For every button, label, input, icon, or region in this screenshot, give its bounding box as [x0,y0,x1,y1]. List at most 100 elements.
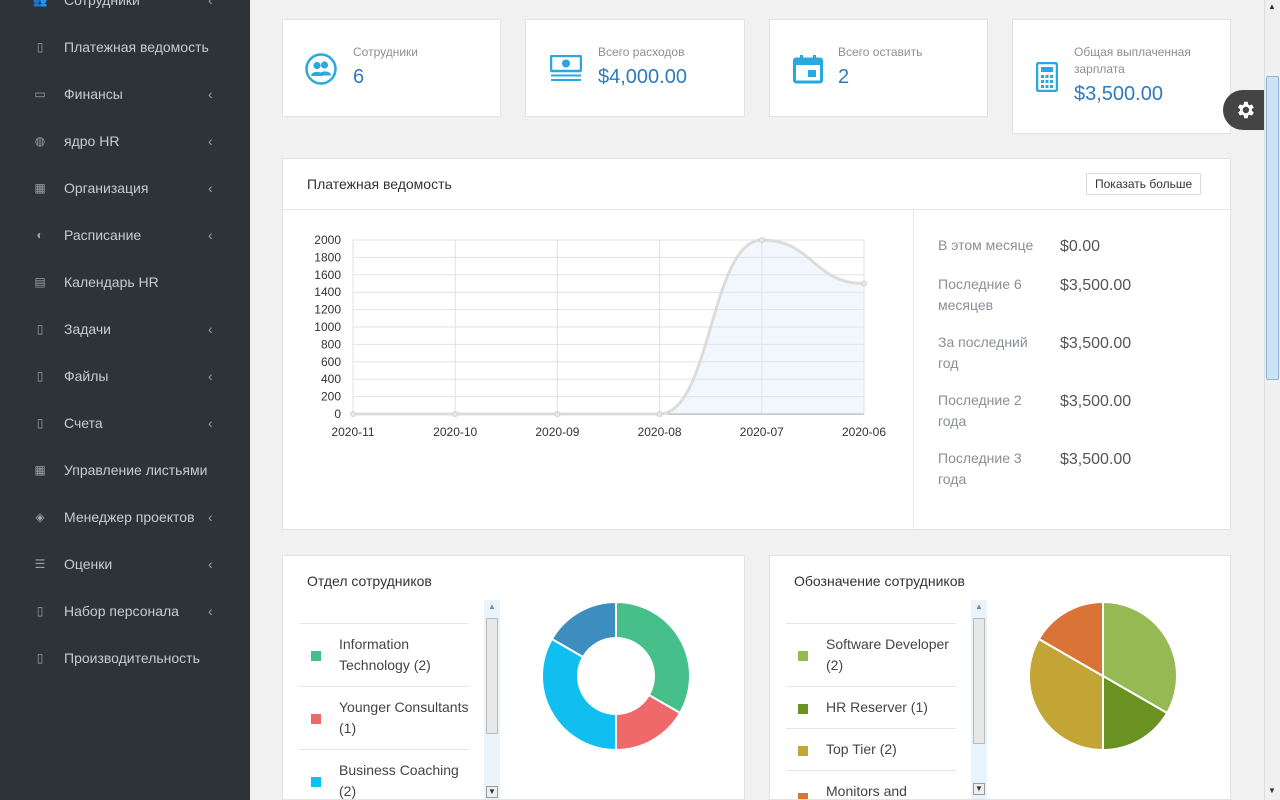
sidebar-item-label: Расписание [64,226,142,243]
data-point [350,411,356,417]
stat-card-leaves[interactable]: Всего оставить 2 [769,19,988,117]
pie-slice [1037,600,1104,678]
legend-swatch [798,746,808,756]
payroll-panel: Платежная ведомость Показать больше 0 200… [282,158,1231,530]
legend-item[interactable]: Business Coaching (2) [299,749,469,799]
stat-label: Сотрудники [353,45,418,59]
scroll-up-arrow-icon[interactable]: ▲ [975,602,983,611]
sidebar-item-label: Организация [64,179,149,196]
y-tick-label: 200 [321,390,341,404]
y-tick-label: 600 [321,355,341,369]
data-point [656,411,663,417]
stat-card-employees[interactable]: Сотрудники 6 [282,19,501,117]
chevron-left-icon: ‹ [208,132,213,149]
show-more-button[interactable]: Показать больше [1086,173,1202,195]
chevron-left-icon: ‹ [208,179,213,196]
chevron-left-icon: ‹ [208,555,213,572]
banknote-icon [550,55,582,81]
legend-swatch [311,777,321,787]
sidebar-item[interactable]: ◍ ядро HR ‹ [0,117,250,164]
pie-slice [550,600,617,659]
stat-card-expenses[interactable]: Всего расходов $4,000.00 [525,19,745,117]
y-tick-label: 0 [334,407,341,421]
legend-scrollbar[interactable]: ▲ ▼ [484,600,500,799]
calendar-icon [793,55,823,84]
legend-label: Top Tier (2) [826,741,897,757]
page-scroll-thumb[interactable] [1266,76,1279,380]
legend-item[interactable]: HR Reserver (1) [786,686,956,728]
summary-label: В этом месяце [938,237,1034,253]
gear-icon [1238,101,1254,119]
square-icon: ▯ [36,368,44,383]
x-tick-label: 2020-08 [638,425,682,439]
scroll-up-arrow-icon[interactable]: ▲ [1268,2,1276,11]
chevron-left-icon: ‹ [208,508,213,525]
legend-swatch [311,714,321,724]
checklist-icon: ☰ [34,556,46,571]
page-scrollbar[interactable]: ▲ ▼ [1264,0,1280,800]
square-icon: ▯ [36,650,44,665]
legend-scrollbar[interactable]: ▲ ▼ [971,600,987,799]
sidebar-item[interactable]: ▭ Финансы ‹ [0,70,250,117]
legend-swatch [798,651,808,661]
sidebar-item[interactable]: ◈ Менеджер проектов ‹ [0,493,250,540]
stat-label: Всего оставить [838,45,923,59]
sidebar-item-label: Сотрудники [64,0,140,8]
legend-label: HR Reserver (1) [826,699,928,715]
building-icon: ▦ [34,180,46,195]
pie-slice [1028,637,1104,752]
sidebar-item-label: Производительность [64,649,200,666]
data-point [861,280,867,287]
legend-label: Business Coaching (2) [339,762,459,799]
y-tick-label: 1800 [314,250,341,264]
globe-icon: ◍ [34,133,46,148]
stat-label: Общая выплаченная зарплата [1074,45,1191,76]
stat-label: Всего расходов [598,45,685,59]
chevron-left-icon: ‹ [208,414,213,431]
sidebar-item-label: Платежная ведомость [64,38,209,55]
square-icon: ▯ [36,39,44,54]
sidebar-item[interactable]: ▦ Управление листьями [0,446,250,493]
legend-label: Monitors and [826,783,907,799]
stat-value: $4,000.00 [598,66,687,88]
scroll-down-arrow-icon[interactable]: ▼ [1268,786,1276,795]
main-content: Сотрудники 6 Всего расходов $4,000.00 Вс… [250,0,1264,800]
legend-item[interactable]: Information Technology (2) [299,623,469,686]
sidebar-item[interactable]: ▤ Календарь HR [0,258,250,305]
sidebar-item[interactable]: ▯ Производительность [0,634,250,681]
summary-value: $3,500.00 [1060,277,1132,294]
sidebar-item[interactable]: ▯ Файлы ‹ [0,352,250,399]
settings-toggle[interactable] [1223,90,1267,130]
chevron-left-icon: ‹ [208,0,213,8]
sidebar-item[interactable]: ▯ Набор персонала ‹ [0,587,250,634]
sidebar-item[interactable]: ◐ Расписание ‹ [0,211,250,258]
chevron-left-icon: ‹ [208,602,213,619]
scroll-thumb[interactable] [486,618,498,734]
scroll-down-arrow-icon[interactable]: ▼ [486,786,498,798]
pie-slice [1102,600,1178,715]
designation-pie-chart [1028,600,1178,752]
summary-value: $3,500.00 [1060,451,1132,468]
sidebar-item[interactable]: 👥 Сотрудники ‹ [0,0,250,23]
sidebar-item[interactable]: ▯ Задачи ‹ [0,305,250,352]
scroll-down-arrow-icon[interactable]: ▼ [973,783,985,795]
legend-item[interactable]: Top Tier (2) [786,728,956,770]
sidebar-item[interactable]: ☰ Оценки ‹ [0,540,250,587]
chevron-left-icon: ‹ [208,85,213,102]
legend-item[interactable]: Younger Consultants (1) [299,686,469,749]
scroll-thumb[interactable] [973,618,985,744]
series-area [353,240,864,414]
x-tick-label: 2020-10 [433,425,477,439]
y-tick-label: 1200 [314,303,341,317]
legend-item[interactable]: Software Developer (2) [786,623,956,686]
summary-label: Последние 2 года [938,392,1022,429]
summary-label: За последний год [938,334,1028,371]
sidebar-item[interactable]: ▯ Платежная ведомость [0,23,250,70]
data-point [452,411,459,417]
panel-title: Отдел сотрудников [307,573,432,589]
stat-card-paid-salary[interactable]: Общая выплаченная зарплата $3,500.00 [1012,19,1231,134]
sidebar-item[interactable]: ▯ Счета ‹ [0,399,250,446]
legend-item[interactable]: Monitors and [786,770,956,799]
scroll-up-arrow-icon[interactable]: ▲ [488,602,496,611]
sidebar-item[interactable]: ▦ Организация ‹ [0,164,250,211]
